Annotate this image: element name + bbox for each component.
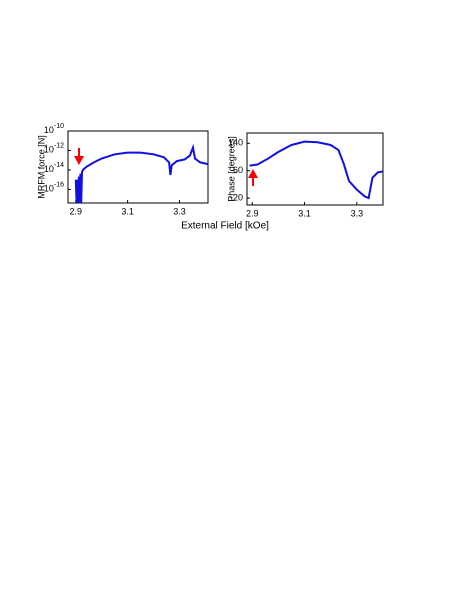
- y-tick-label: 10-14: [44, 162, 64, 175]
- data-line: [74, 143, 209, 204]
- data-line: [249, 140, 384, 200]
- y-tick-label: 10-12: [44, 142, 64, 155]
- plot-frame: [67, 130, 209, 204]
- y-tick-label: 10-16: [44, 181, 64, 194]
- arrow-head: [74, 156, 84, 165]
- x-tick-label: 3.1: [121, 206, 134, 216]
- x-axis-label: External Field [kOe]: [181, 221, 269, 232]
- y-axis-label: Phase [degrees]: [226, 136, 236, 202]
- x-tick-label: 2.9: [70, 206, 83, 216]
- arrow-head: [248, 169, 258, 178]
- x-tick-label: 3.3: [173, 206, 186, 216]
- plot-frame: [246, 132, 384, 206]
- x-tick-label: 3.3: [351, 208, 364, 218]
- y-tick-label: 140: [228, 138, 243, 148]
- y-axis-label: MRFM force [N]: [36, 135, 46, 199]
- x-tick-label: 2.9: [246, 208, 259, 218]
- y-tick-label: 10-10: [44, 123, 64, 136]
- y-tick-label: -20: [230, 193, 243, 203]
- y-tick-label: 60: [233, 165, 243, 175]
- x-tick-label: 3.1: [298, 208, 311, 218]
